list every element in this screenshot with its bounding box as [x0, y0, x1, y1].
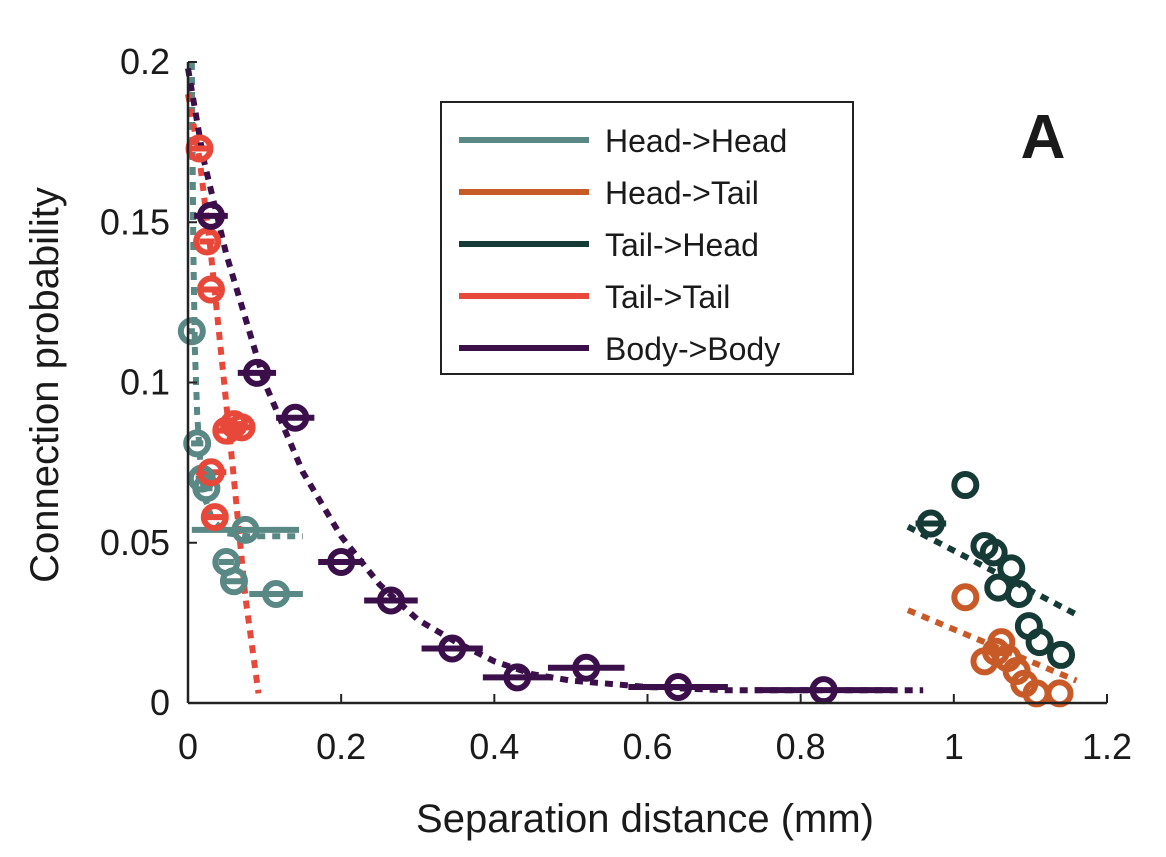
axes-layer: 0 0.2 0.4 0.6 0.8 1 1.2 0 0.05 0.1 0.15 0.2	[100, 41, 1132, 767]
x-tick-label: 0.8	[776, 726, 826, 767]
x-axis-title: Separation distance (mm)	[416, 797, 874, 841]
data-point-body-body	[438, 634, 467, 663]
legend: Head->Head Head->Tail Tail->Head Tail->Tail…	[440, 101, 854, 375]
legend-box	[440, 101, 854, 375]
data-point-head-tail	[1045, 679, 1074, 708]
x-tick-label: 0.6	[622, 726, 672, 767]
data-point-tail-tail	[200, 503, 229, 532]
data-point-tail-head	[1047, 640, 1076, 669]
data-point-body-body	[503, 663, 532, 692]
panel-label: A	[1021, 103, 1066, 172]
data-point-head-tail	[987, 628, 1016, 657]
data-point-tail-head	[997, 554, 1026, 583]
points-layer	[177, 134, 1076, 708]
data-point-body-body	[281, 403, 310, 432]
data-point-head-head	[231, 515, 260, 544]
data-point-tail-head	[979, 538, 1008, 567]
data-point-head-head	[219, 567, 248, 596]
data-point-head-head	[177, 317, 206, 346]
legend-label-body-body: Body->Body	[605, 331, 780, 367]
y-tick-label: 0.2	[120, 41, 170, 82]
legend-label-head-tail: Head->Tail	[605, 175, 759, 211]
data-point-body-body	[572, 653, 601, 682]
data-point-body-body	[196, 201, 225, 230]
y-tick-label: 0.1	[120, 362, 170, 403]
data-point-body-body	[664, 672, 693, 701]
data-point-tail-tail	[193, 227, 222, 256]
data-point-head-head	[192, 474, 221, 503]
x-tick-label: 0.4	[469, 726, 519, 767]
data-point-body-body	[242, 358, 271, 387]
y-tick-label: 0.15	[100, 201, 170, 242]
data-point-tail-head	[916, 509, 945, 538]
data-point-body-body	[327, 547, 356, 576]
x-tick-label: 1	[944, 726, 964, 767]
legend-label-head-head: Head->Head	[605, 123, 787, 159]
data-point-tail-head	[1025, 628, 1054, 657]
y-axis-title: Connection probability	[23, 187, 67, 583]
data-point-body-body	[809, 676, 838, 705]
data-point-tail-tail	[196, 275, 225, 304]
data-point-tail-head	[1004, 580, 1033, 609]
data-point-head-tail	[951, 583, 980, 612]
x-tick-label: 0.2	[316, 726, 366, 767]
legend-label-tail-head: Tail->Head	[605, 227, 759, 263]
data-point-head-head	[262, 580, 291, 609]
y-tick-label: 0.05	[100, 522, 170, 563]
data-point-tail-head	[951, 471, 980, 500]
x-tick-label: 1.2	[1082, 726, 1132, 767]
fit-line-tail-head	[906, 524, 1082, 620]
data-point-head-head	[183, 429, 212, 458]
data-point-body-body	[376, 586, 405, 615]
legend-label-tail-tail: Tail->Tail	[605, 279, 730, 315]
y-tick-label: 0	[150, 682, 170, 723]
x-tick-label: 0	[178, 726, 198, 767]
fit-line-head-head	[188, 61, 303, 540]
data-point-tail-tail	[196, 458, 225, 487]
data-point-tail-tail	[227, 413, 256, 442]
